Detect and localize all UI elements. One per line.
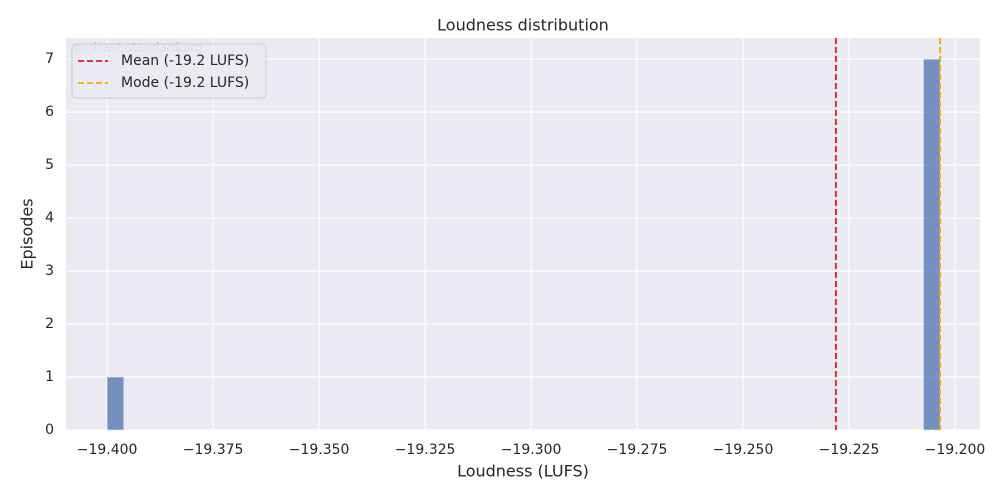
bar: [923, 58, 941, 431]
y-tick-label: 1: [45, 369, 54, 385]
x-tick-label: −19.375: [183, 442, 244, 458]
legend-label: Mode (-19.2 LUFS): [121, 75, 249, 91]
bar: [106, 376, 125, 431]
y-tick-label: 5: [45, 157, 54, 173]
x-tick-label: −19.200: [925, 442, 986, 458]
y-axis-label: Episodes: [18, 198, 37, 269]
legend-box: [71, 43, 267, 99]
y-tick-label: 7: [45, 51, 54, 67]
y-tick-label: 2: [45, 316, 54, 332]
chart-title: Loudness distribution: [437, 16, 609, 35]
legend-label: Mean (-19.2 LUFS): [121, 53, 249, 69]
x-tick-label: −19.250: [713, 442, 774, 458]
plot-background: [66, 38, 980, 430]
x-tick-label: −19.325: [395, 442, 456, 458]
y-tick-label: 0: [45, 422, 54, 438]
y-tick-label: 3: [45, 263, 54, 279]
x-tick-label: −19.300: [501, 442, 562, 458]
x-axis-label: Loudness (LUFS): [457, 462, 589, 481]
y-tick-label: 4: [45, 210, 54, 226]
x-tick-label: −19.275: [607, 442, 668, 458]
x-tick-label: −19.350: [289, 442, 350, 458]
x-tick-label: −19.225: [819, 442, 880, 458]
y-tick-label: 6: [45, 104, 54, 120]
x-tick-label: −19.400: [77, 442, 138, 458]
